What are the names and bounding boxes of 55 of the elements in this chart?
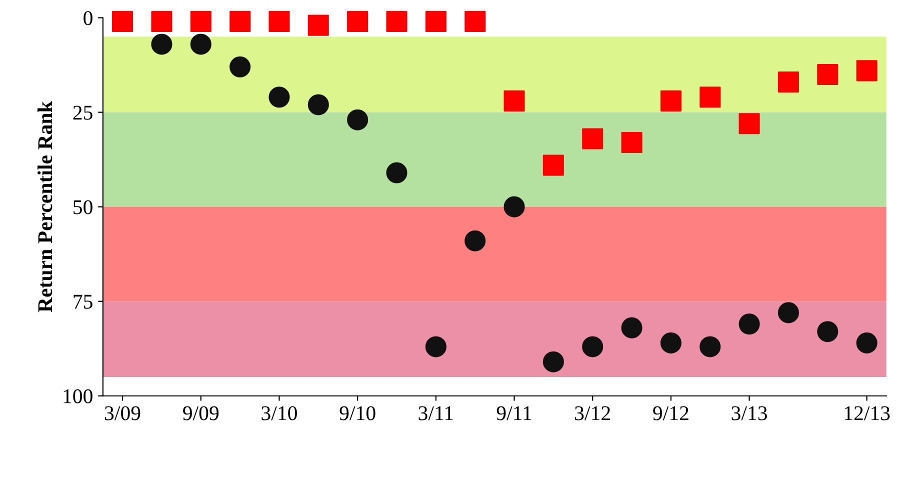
point [660, 90, 682, 112]
x-tick-label: 9/11 [496, 406, 532, 420]
point [425, 336, 446, 358]
point [308, 94, 329, 116]
point [268, 11, 290, 32]
y-tick-label: 75 [74, 294, 92, 309]
point [386, 162, 408, 184]
point [700, 336, 721, 358]
point [464, 230, 486, 252]
point [738, 314, 760, 335]
y-axis-title: Return Percentile Rank [38, 101, 52, 312]
point [151, 34, 172, 55]
y-tick-label: 0 [84, 11, 92, 26]
point [817, 321, 838, 342]
point [268, 86, 290, 108]
x-tick-label: 3/13 [732, 406, 768, 420]
point [700, 86, 721, 108]
point [542, 351, 564, 372]
point [230, 11, 251, 32]
y-tick-label: 100 [64, 389, 92, 404]
point [582, 336, 604, 358]
point [386, 11, 408, 32]
x-tick-label: 9/10 [340, 406, 376, 420]
point [504, 196, 525, 218]
point [190, 34, 212, 55]
point [230, 56, 251, 78]
point [856, 60, 878, 82]
x-tick-label: 3/10 [262, 406, 297, 420]
x-tick-label: 3/12 [575, 406, 610, 420]
point [621, 132, 642, 154]
point [308, 14, 329, 36]
x-tick-label: 3/11 [418, 406, 453, 420]
x-tick-label: 3/09 [105, 406, 140, 420]
point [347, 11, 368, 32]
point [425, 11, 446, 32]
point [112, 11, 134, 32]
x-tick-label: 12/13 [844, 406, 890, 420]
point [504, 90, 525, 112]
point [464, 11, 486, 32]
y-tick-label: 25 [73, 106, 92, 120]
point [190, 11, 212, 32]
point [817, 64, 838, 85]
point [778, 302, 799, 324]
point [347, 109, 368, 130]
point [738, 113, 760, 134]
point [778, 72, 799, 93]
point [582, 128, 604, 150]
x-tick-label: 9/12 [653, 406, 688, 420]
point [621, 317, 642, 338]
point [151, 11, 172, 32]
point [856, 332, 878, 354]
x-tick-label: 9/09 [183, 406, 219, 420]
point [542, 154, 564, 176]
point [660, 332, 682, 354]
y-tick-label: 50 [74, 200, 92, 214]
